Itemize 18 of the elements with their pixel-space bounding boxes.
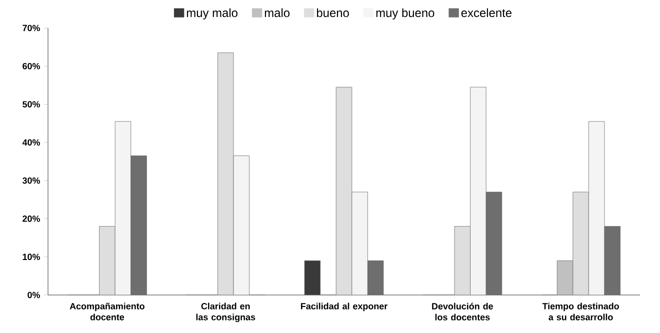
y-tick-label: 40% xyxy=(22,139,40,146)
x-tick-label: Claridad en las consignas xyxy=(196,302,256,322)
legend-label: bueno xyxy=(316,8,349,18)
x-tick-label: Acompañamiento docente xyxy=(70,302,144,320)
y-tick-label: 50% xyxy=(22,101,40,108)
x-tick-label: Tiempo destinado a su desarrollo xyxy=(542,302,619,320)
legend-label: muy malo xyxy=(186,8,238,20)
y-tick-label: 70% xyxy=(22,24,40,32)
x-tick-label: Devolución de los docentes xyxy=(432,302,493,320)
legend-label: excelente xyxy=(461,8,512,18)
legend-label: malo xyxy=(264,8,290,18)
y-tick-label: 30% xyxy=(22,177,40,184)
x-tick-label: Facilidad al exponer xyxy=(300,302,388,312)
y-tick-label: 0% xyxy=(28,292,40,298)
y-tick-label: 60% xyxy=(22,62,40,70)
y-tick-label: 20% xyxy=(22,216,40,222)
y-tick-label: 10% xyxy=(22,254,40,260)
legend-label: muy bueno xyxy=(376,8,434,20)
